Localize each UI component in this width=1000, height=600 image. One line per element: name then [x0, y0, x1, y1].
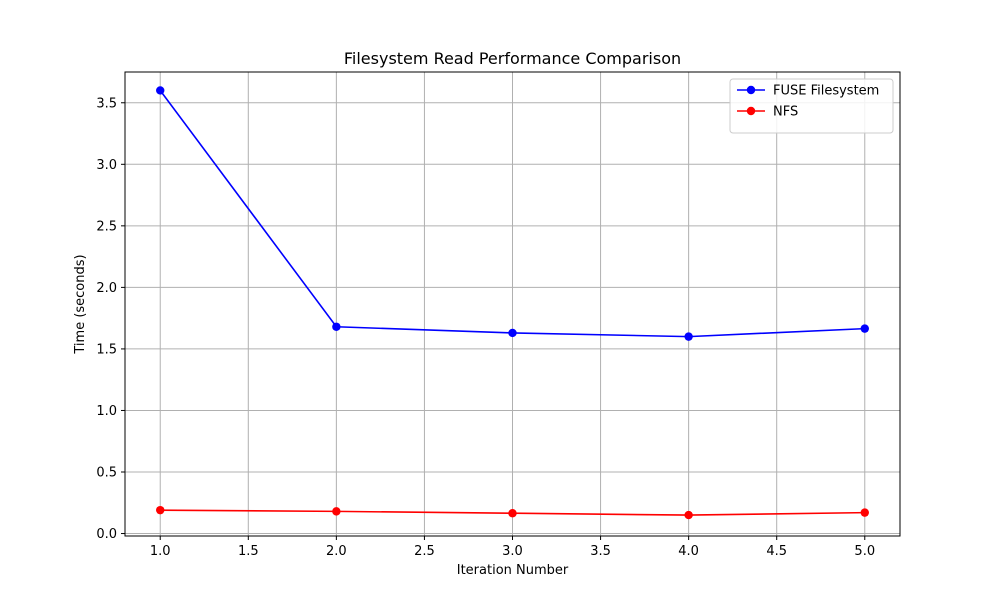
y-axis-label: Time (seconds) — [73, 254, 88, 354]
y-tick-label: 3.0 — [96, 158, 117, 173]
y-tick-label: 2.5 — [96, 219, 117, 234]
fuse-filesystem-data-point — [332, 322, 341, 331]
y-tick-label: 0.0 — [96, 527, 117, 542]
legend-marker-fuse-filesystem — [746, 85, 756, 95]
fuse-filesystem-data-point — [508, 328, 517, 338]
x-tick-label: 3.0 — [502, 544, 523, 559]
y-tick-label: 1.0 — [96, 404, 117, 419]
nfs-data-point — [332, 507, 341, 516]
fuse-filesystem-data-point — [860, 324, 869, 333]
x-tick-label: 4.0 — [678, 544, 699, 559]
x-tick-label: 4.5 — [766, 544, 787, 559]
x-axis-ticks: 1.0 1.5 2.0 2.5 3.0 3.5 4.0 4.5 5.0 — [150, 536, 875, 559]
fuse-filesystem-data-point — [684, 332, 693, 341]
y-tick-label: 2.0 — [96, 281, 117, 296]
legend-label-nfs: NFS — [773, 105, 798, 120]
legend-marker-nfs — [746, 106, 756, 116]
chart-title: Filesystem Read Performance Comparison — [344, 49, 681, 68]
fuse-filesystem-data-point — [156, 86, 165, 95]
x-tick-label: 1.5 — [238, 544, 259, 559]
x-tick-label: 1.0 — [150, 544, 171, 559]
legend-box — [729, 78, 894, 134]
x-tick-label: 3.5 — [590, 544, 611, 559]
nfs-data-point — [156, 505, 165, 515]
nfs-data-point — [684, 510, 693, 520]
plot-series — [156, 86, 869, 520]
nfs-data-point — [860, 508, 869, 517]
y-tick-label: 1.5 — [96, 342, 117, 357]
legend: FUSE Filesystem NFS — [729, 78, 894, 134]
y-tick-label: 3.5 — [96, 96, 117, 111]
nfs-data-point — [508, 509, 517, 518]
grid — [125, 72, 900, 536]
x-tick-label: 5.0 — [854, 544, 875, 559]
y-axis-ticks: 0.0 0.5 1.0 1.5 2.0 2.5 3.0 3.5 — [96, 96, 125, 542]
x-tick-label: 2.5 — [414, 544, 435, 559]
x-axis-label: Iteration Number — [457, 563, 569, 578]
y-tick-label: 0.5 — [96, 466, 117, 481]
legend-label-fuse-filesystem: FUSE Filesystem — [773, 84, 879, 99]
x-tick-label: 2.0 — [326, 544, 347, 559]
